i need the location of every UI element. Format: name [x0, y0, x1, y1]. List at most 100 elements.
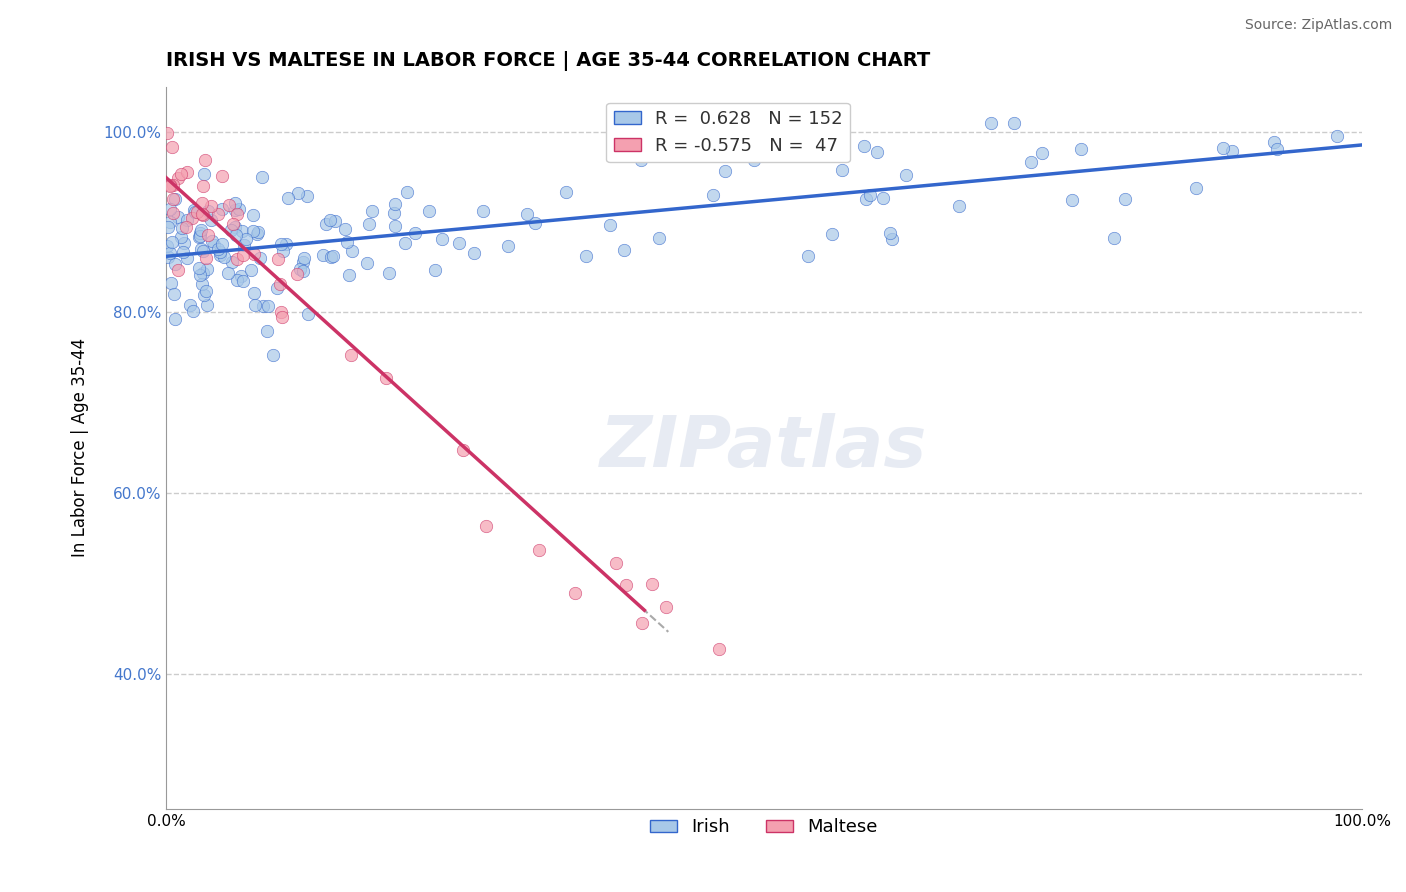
Y-axis label: In Labor Force | Age 35-44: In Labor Force | Age 35-44: [72, 338, 89, 558]
Point: [613, 243, 636, 257]
Point: [980, 115, 1002, 129]
Point: [1326, 128, 1348, 143]
Point: [170, 221, 193, 235]
Point: [384, 196, 406, 211]
Point: [374, 371, 396, 385]
Point: [163, 192, 186, 206]
Point: [742, 153, 765, 168]
Point: [201, 234, 224, 248]
Point: [197, 203, 219, 218]
Point: [159, 246, 181, 260]
Point: [242, 224, 264, 238]
Point: [211, 169, 233, 184]
Point: [183, 202, 205, 217]
Point: [162, 235, 184, 249]
Point: [614, 577, 637, 591]
Point: [176, 165, 198, 179]
Point: [211, 202, 233, 216]
Point: [200, 199, 222, 213]
Point: [1212, 141, 1234, 155]
Legend: Irish, Maltese: Irish, Maltese: [643, 811, 886, 844]
Point: [159, 277, 181, 291]
Point: [714, 164, 737, 178]
Point: [323, 214, 346, 228]
Point: [797, 250, 820, 264]
Point: [221, 223, 243, 237]
Point: [821, 227, 844, 242]
Point: [250, 169, 273, 184]
Point: [256, 324, 278, 338]
Point: [472, 204, 495, 219]
Point: [159, 178, 181, 192]
Point: [162, 178, 184, 192]
Point: [228, 202, 250, 216]
Point: [948, 199, 970, 213]
Point: [172, 245, 194, 260]
Point: [242, 208, 264, 222]
Point: [191, 244, 214, 258]
Point: [180, 211, 202, 225]
Point: [395, 186, 418, 200]
Point: [290, 262, 312, 277]
Point: [159, 202, 181, 217]
Point: [315, 217, 337, 231]
Point: [207, 207, 229, 221]
Point: [1185, 181, 1208, 195]
Point: [188, 230, 211, 244]
Point: [333, 222, 356, 236]
Point: [188, 226, 211, 240]
Point: [181, 304, 204, 318]
Point: [287, 186, 309, 200]
Point: [1060, 193, 1083, 207]
Point: [247, 226, 270, 240]
Point: [202, 237, 225, 252]
Point: [295, 189, 318, 203]
Point: [190, 242, 212, 256]
Text: Source: ZipAtlas.com: Source: ZipAtlas.com: [1244, 18, 1392, 32]
Point: [174, 219, 197, 234]
Point: [208, 244, 231, 259]
Point: [319, 250, 342, 264]
Point: [211, 236, 233, 251]
Point: [169, 230, 191, 244]
Point: [162, 192, 184, 206]
Point: [190, 223, 212, 237]
Point: [156, 239, 179, 253]
Point: [170, 167, 193, 181]
Text: ZIPatlas: ZIPatlas: [600, 413, 928, 483]
Point: [162, 206, 184, 220]
Point: [266, 281, 288, 295]
Point: [195, 261, 218, 276]
Point: [188, 268, 211, 282]
Point: [217, 266, 239, 280]
Point: [267, 252, 290, 266]
Point: [225, 227, 247, 242]
Point: [156, 250, 179, 264]
Point: [191, 266, 214, 280]
Point: [222, 217, 245, 231]
Point: [232, 274, 254, 288]
Point: [224, 203, 246, 218]
Point: [159, 179, 181, 194]
Point: [186, 205, 208, 219]
Point: [165, 257, 187, 271]
Point: [195, 251, 218, 265]
Point: [418, 204, 440, 219]
Point: [463, 245, 485, 260]
Point: [605, 556, 627, 570]
Point: [831, 163, 853, 178]
Point: [879, 226, 901, 240]
Point: [285, 268, 308, 282]
Point: [176, 212, 198, 227]
Point: [451, 442, 474, 457]
Point: [218, 197, 240, 211]
Point: [423, 263, 446, 277]
Point: [378, 266, 401, 280]
Point: [648, 231, 671, 245]
Point: [361, 204, 384, 219]
Point: [318, 213, 340, 227]
Point: [214, 250, 236, 264]
Point: [641, 576, 664, 591]
Point: [1070, 142, 1092, 156]
Point: [246, 227, 269, 242]
